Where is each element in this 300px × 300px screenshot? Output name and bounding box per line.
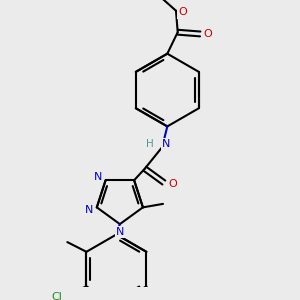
Text: N: N [94,172,102,182]
Text: O: O [168,179,177,189]
Text: O: O [178,8,187,17]
Text: H: H [146,140,154,149]
Text: N: N [116,227,124,237]
Text: O: O [203,29,212,39]
Text: Cl: Cl [52,292,62,300]
Text: N: N [162,140,170,149]
Text: N: N [85,205,93,215]
